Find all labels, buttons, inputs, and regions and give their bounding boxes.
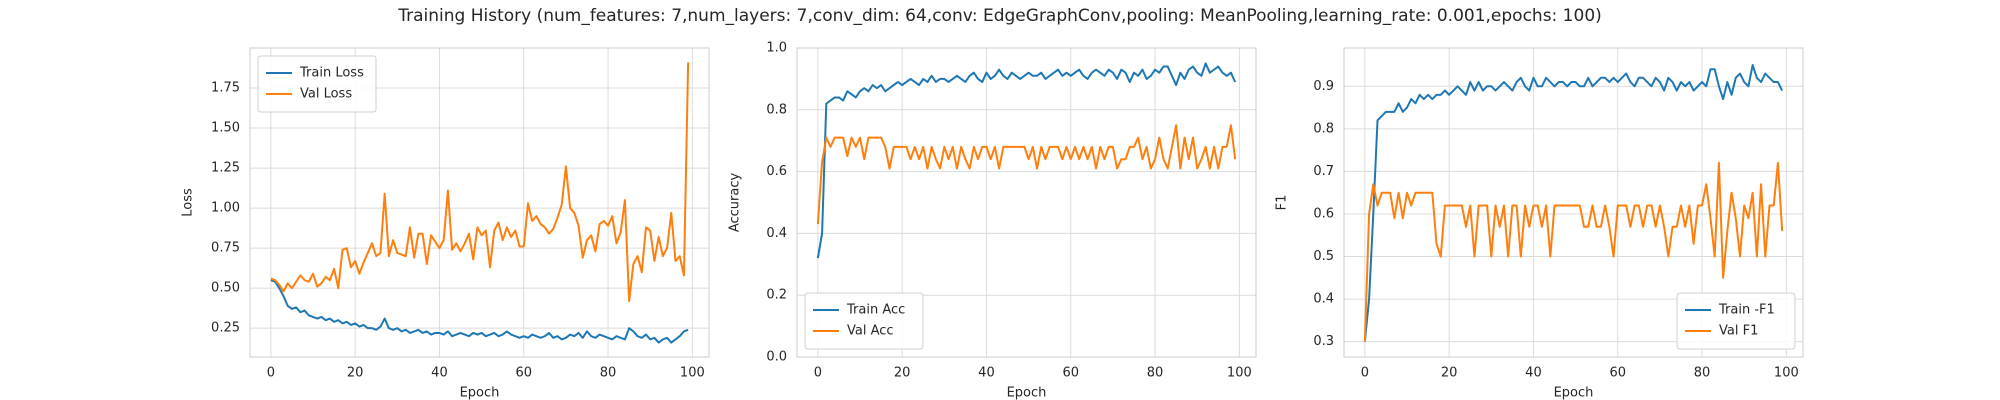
y-tick-label: 0.3	[1313, 334, 1334, 349]
x-tick-label: 80	[1694, 366, 1711, 381]
y-tick-label: 0.5	[1313, 249, 1334, 264]
x-tick-label: 100	[680, 366, 705, 381]
y-tick-label: 1.00	[211, 201, 240, 216]
y-tick-label: 0.7	[1313, 164, 1334, 179]
y-tick-label: 1.75	[211, 81, 240, 96]
x-tick-label: 0	[267, 366, 275, 381]
legend-label: Train Acc	[846, 303, 905, 318]
x-axis-label: Epoch	[1554, 386, 1594, 400]
y-tick-label: 1.25	[211, 161, 240, 176]
x-tick-label: 60	[1062, 366, 1079, 381]
y-axis-label: Loss	[181, 188, 196, 217]
y-tick-label: 0.2	[766, 288, 787, 303]
x-tick-label: 40	[431, 366, 448, 381]
y-tick-label: 1.0	[766, 41, 787, 56]
y-tick-label: 0.9	[1313, 79, 1334, 94]
y-tick-label: 0.50	[211, 281, 240, 296]
series-line	[816, 124, 1237, 225]
plot-frame	[249, 47, 710, 358]
legend: Train Loss Val Loss	[257, 55, 377, 113]
series-line	[816, 62, 1237, 259]
x-tick-label: 20	[894, 366, 911, 381]
y-tick-label: 0.75	[211, 241, 240, 256]
legend-label: Val F1	[1719, 324, 1758, 339]
x-tick-label: 20	[347, 366, 364, 381]
legend: Train -F1 Val F1	[1676, 292, 1796, 350]
x-axis-label: Epoch	[460, 386, 500, 400]
legend-label: Train Loss	[299, 66, 364, 81]
legend-label: Train -F1	[1718, 303, 1775, 318]
x-tick-label: 40	[978, 366, 995, 381]
legend-box	[257, 55, 377, 113]
legend: Train Acc Val Acc	[804, 292, 924, 350]
legend-label: Val Acc	[847, 324, 894, 339]
y-tick-label: 0.8	[766, 102, 787, 117]
y-tick-label: 0.6	[1313, 206, 1334, 221]
series-line	[270, 279, 689, 344]
x-tick-label: 80	[1147, 366, 1164, 381]
y-tick-label: 0.25	[211, 321, 240, 336]
plot-frame	[1343, 47, 1804, 358]
y-tick-label: 0.4	[766, 226, 787, 241]
series-line	[1363, 161, 1784, 342]
x-tick-label: 60	[515, 366, 532, 381]
x-tick-label: 100	[1774, 366, 1799, 381]
figure-title: Training History (num_features: 7,num_la…	[397, 6, 1602, 26]
series-line	[1363, 64, 1784, 342]
y-tick-label: 0.0	[766, 350, 787, 365]
legend-box	[1676, 292, 1796, 350]
x-tick-label: 20	[1441, 366, 1458, 381]
legend-label: Val Loss	[300, 87, 352, 102]
x-tick-label: 60	[1609, 366, 1626, 381]
x-tick-label: 0	[1361, 366, 1369, 381]
series-line	[270, 62, 690, 302]
plot-frame	[796, 47, 1257, 358]
y-tick-label: 0.4	[1313, 292, 1334, 307]
legend-box	[804, 292, 924, 350]
y-axis-label: Accuracy	[728, 173, 743, 233]
y-tick-label: 0.8	[1313, 121, 1334, 136]
y-axis-label: F1	[1275, 195, 1290, 211]
x-tick-label: 40	[1525, 366, 1542, 381]
y-tick-label: 0.6	[766, 164, 787, 179]
y-tick-label: 1.50	[211, 121, 240, 136]
x-tick-label: 0	[814, 366, 822, 381]
x-tick-label: 80	[600, 366, 617, 381]
x-axis-label: Epoch	[1007, 386, 1047, 400]
x-tick-label: 100	[1227, 366, 1252, 381]
